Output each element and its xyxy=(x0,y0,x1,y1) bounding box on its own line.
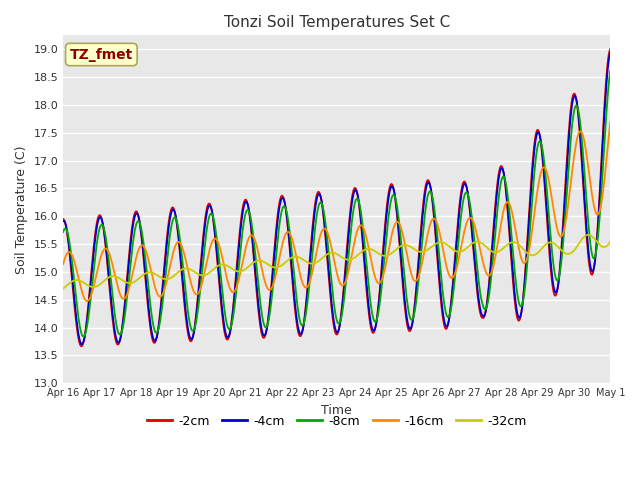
-32cm xyxy=(328,250,336,256)
-4cm xyxy=(60,218,67,224)
-32cm xyxy=(60,286,67,291)
-2cm xyxy=(77,343,85,349)
-8cm xyxy=(204,222,211,228)
-8cm xyxy=(329,293,337,299)
-2cm xyxy=(607,47,614,52)
X-axis label: Time: Time xyxy=(321,404,352,417)
Y-axis label: Soil Temperature (C): Soil Temperature (C) xyxy=(15,145,28,274)
-4cm xyxy=(436,283,444,288)
Legend: -2cm, -4cm, -8cm, -16cm, -32cm: -2cm, -4cm, -8cm, -16cm, -32cm xyxy=(142,410,532,433)
-16cm xyxy=(436,232,444,238)
-2cm xyxy=(436,289,444,295)
Line: -2cm: -2cm xyxy=(63,49,611,346)
-2cm xyxy=(180,297,188,303)
-8cm xyxy=(557,263,564,269)
Title: Tonzi Soil Temperatures Set C: Tonzi Soil Temperatures Set C xyxy=(223,15,450,30)
Line: -4cm: -4cm xyxy=(63,53,611,344)
-16cm xyxy=(180,250,188,256)
-4cm xyxy=(204,207,211,213)
-4cm xyxy=(180,291,188,297)
Line: -16cm: -16cm xyxy=(63,122,611,301)
-4cm xyxy=(607,50,614,56)
-4cm xyxy=(329,312,337,317)
-32cm xyxy=(607,239,614,244)
-32cm xyxy=(556,246,564,252)
-16cm xyxy=(607,120,614,125)
-8cm xyxy=(382,237,390,242)
-2cm xyxy=(382,211,390,216)
-8cm xyxy=(436,263,444,268)
-4cm xyxy=(557,257,564,263)
-4cm xyxy=(382,216,390,222)
-2cm xyxy=(329,317,337,323)
-16cm xyxy=(382,260,390,266)
-8cm xyxy=(80,334,88,339)
-32cm xyxy=(381,253,389,259)
-32cm xyxy=(584,232,592,238)
-32cm xyxy=(435,240,443,245)
-16cm xyxy=(329,252,337,257)
-16cm xyxy=(204,255,211,261)
-16cm xyxy=(557,234,564,240)
-8cm xyxy=(60,229,67,235)
Line: -32cm: -32cm xyxy=(63,235,611,288)
-16cm xyxy=(84,298,92,304)
-2cm xyxy=(60,216,67,222)
-32cm xyxy=(179,266,187,272)
-8cm xyxy=(180,274,188,279)
Text: TZ_fmet: TZ_fmet xyxy=(70,48,133,61)
-4cm xyxy=(78,341,86,347)
-8cm xyxy=(607,68,614,74)
-16cm xyxy=(60,261,67,267)
Line: -8cm: -8cm xyxy=(63,71,611,336)
-2cm xyxy=(557,253,564,259)
-2cm xyxy=(204,203,211,209)
-32cm xyxy=(203,272,211,277)
